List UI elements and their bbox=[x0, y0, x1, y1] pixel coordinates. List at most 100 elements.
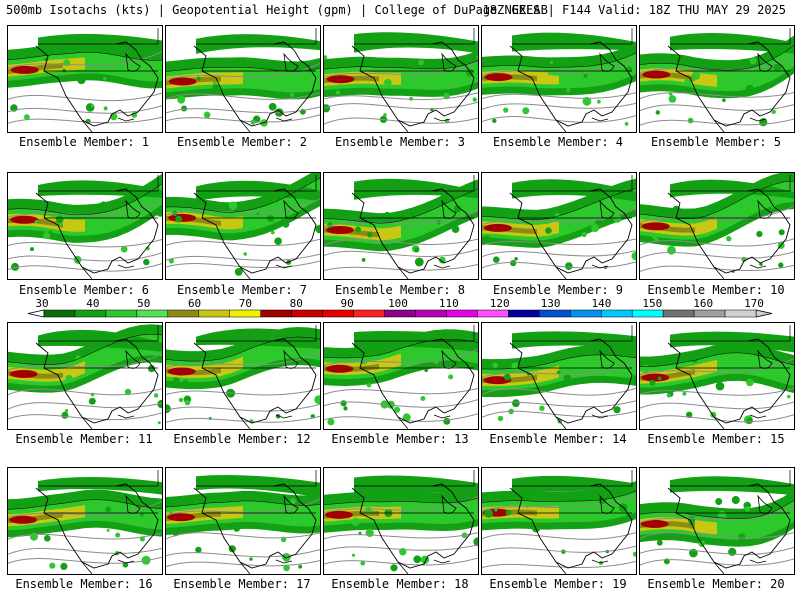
colorbar-swatch bbox=[43, 309, 76, 318]
isotach-height-plot bbox=[640, 173, 794, 279]
colorbar-swatch bbox=[662, 309, 695, 318]
isotach-height-plot bbox=[324, 175, 478, 279]
ensemble-member-label: Ensemble Member: 3 bbox=[334, 135, 466, 149]
ensemble-member-label: Ensemble Member: 7 bbox=[176, 283, 308, 297]
colorbar-tick-label: 40 bbox=[86, 297, 100, 310]
ensemble-member-label: Ensemble Member: 16 bbox=[15, 577, 153, 591]
ensemble-member-label: Ensemble Member: 10 bbox=[647, 283, 785, 297]
colorbar-tick-label: 160 bbox=[693, 297, 714, 310]
ensemble-member-label: Ensemble Member: 2 bbox=[176, 135, 308, 149]
ensemble-member-map bbox=[7, 25, 163, 133]
colorbar-swatch bbox=[353, 309, 385, 318]
colorbar-swatch bbox=[570, 309, 602, 318]
colorbar-right-arrow bbox=[755, 309, 773, 318]
colorbar-tick-label: 80 bbox=[289, 297, 303, 310]
ensemble-member-map bbox=[323, 322, 479, 430]
colorbar-swatch bbox=[74, 309, 107, 318]
colorbar-swatch bbox=[539, 309, 571, 318]
ensemble-member-label: Ensemble Member: 8 bbox=[334, 283, 466, 297]
colorbar-swatch bbox=[322, 309, 354, 318]
header-valid-time: 18Z GEFS | F144 Valid: 18Z THU MAY 29 20… bbox=[482, 3, 786, 17]
colorbar-swatch bbox=[291, 309, 323, 318]
ensemble-member-label: Ensemble Member: 15 bbox=[647, 432, 785, 446]
ensemble-member-label: Ensemble Member: 5 bbox=[650, 135, 782, 149]
isotach-height-plot bbox=[640, 28, 794, 132]
isotach-height-plot bbox=[8, 470, 162, 574]
colorbar-swatch bbox=[446, 309, 478, 318]
ensemble-member-label: Ensemble Member: 11 bbox=[15, 432, 153, 446]
ensemble-member-map bbox=[7, 322, 163, 430]
isotach-height-plot bbox=[8, 324, 162, 429]
ensemble-member-map bbox=[165, 25, 321, 133]
colorbar-tick-label: 130 bbox=[540, 297, 561, 310]
isotach-height-plot bbox=[482, 28, 636, 132]
colorbar-swatch bbox=[105, 309, 138, 318]
ensemble-member-map bbox=[481, 25, 637, 133]
colorbar-tick-label: 60 bbox=[187, 297, 202, 310]
isotach-height-plot bbox=[640, 325, 794, 429]
isotach-height-plot bbox=[324, 28, 478, 132]
ensemble-member-label: Ensemble Member: 18 bbox=[331, 577, 469, 591]
ensemble-member-label: Ensemble Member: 20 bbox=[647, 577, 785, 591]
ensemble-member-map bbox=[323, 25, 479, 133]
colorbar-tick-label: 120 bbox=[489, 297, 510, 310]
isotach-height-plot bbox=[8, 28, 162, 132]
colorbar-tick-label: 50 bbox=[137, 297, 151, 310]
colorbar-swatch bbox=[600, 309, 633, 318]
ensemble-member-map bbox=[165, 467, 321, 575]
ensemble-member-map bbox=[639, 172, 795, 280]
ensemble-member-map bbox=[7, 172, 163, 280]
ensemble-member-label: Ensemble Member: 13 bbox=[331, 432, 469, 446]
colorbar-tick-label: 170 bbox=[744, 297, 764, 310]
colorbar-left-arrow bbox=[27, 309, 45, 318]
isotach-height-plot bbox=[482, 325, 636, 429]
ensemble-member-map bbox=[323, 467, 479, 575]
ensemble-member-label: Ensemble Member: 19 bbox=[489, 577, 627, 591]
colorbar-tick-label: 30 bbox=[35, 297, 49, 310]
isotach-height-plot bbox=[324, 325, 478, 429]
ensemble-member-map bbox=[481, 172, 637, 280]
ensemble-member-label: Ensemble Member: 17 bbox=[173, 577, 311, 591]
ensemble-member-label: Ensemble Member: 9 bbox=[492, 283, 624, 297]
ensemble-member-map bbox=[323, 172, 479, 280]
header-title: 500mb Isotachs (kts) | Geopotential Heig… bbox=[6, 3, 548, 17]
ensemble-member-label: Ensemble Member: 12 bbox=[173, 432, 311, 446]
colorbar-swatch bbox=[384, 309, 416, 318]
ensemble-member-map bbox=[639, 467, 795, 575]
ensemble-member-label: Ensemble Member: 1 bbox=[18, 135, 150, 149]
ensemble-member-map bbox=[165, 322, 321, 430]
ensemble-member-map bbox=[165, 172, 321, 280]
colorbar-tick-label: 140 bbox=[591, 297, 612, 310]
ensemble-member-map bbox=[639, 322, 795, 430]
colorbar-tick-label: 70 bbox=[238, 297, 253, 310]
colorbar-swatch bbox=[477, 309, 509, 318]
colorbar-swatch bbox=[631, 309, 664, 318]
ensemble-member-label: Ensemble Member: 4 bbox=[492, 135, 624, 149]
isotach-height-plot bbox=[166, 28, 320, 132]
colorbar-swatch bbox=[260, 309, 292, 318]
ensemble-member-map bbox=[481, 467, 637, 575]
colorbar-swatch bbox=[229, 309, 261, 318]
colorbar-tick-label: 90 bbox=[340, 297, 354, 310]
colorbar-swatch bbox=[198, 309, 230, 318]
colorbar-tick-label: 100 bbox=[388, 297, 408, 310]
isotach-height-plot bbox=[324, 470, 478, 574]
colorbar-swatch bbox=[693, 309, 726, 318]
isotach-height-plot bbox=[8, 173, 162, 279]
ensemble-member-map bbox=[639, 25, 795, 133]
colorbar-swatch bbox=[508, 309, 540, 318]
colorbar-tick-label: 110 bbox=[438, 297, 459, 310]
colorbar-swatch bbox=[167, 309, 200, 318]
colorbar-swatch bbox=[415, 309, 447, 318]
isotach-height-plot bbox=[166, 325, 320, 429]
ensemble-member-label: Ensemble Member: 6 bbox=[18, 283, 150, 297]
isotach-height-plot bbox=[640, 470, 794, 574]
colorbar-swatch bbox=[136, 309, 169, 318]
isotach-height-plot bbox=[482, 470, 636, 574]
ensemble-member-map bbox=[481, 322, 637, 430]
ensemble-member-label: Ensemble Member: 14 bbox=[489, 432, 627, 446]
ensemble-member-map bbox=[7, 467, 163, 575]
isotach-height-plot bbox=[166, 470, 320, 574]
isotach-height-plot bbox=[166, 173, 320, 279]
colorbar-tick-label: 150 bbox=[642, 297, 663, 310]
